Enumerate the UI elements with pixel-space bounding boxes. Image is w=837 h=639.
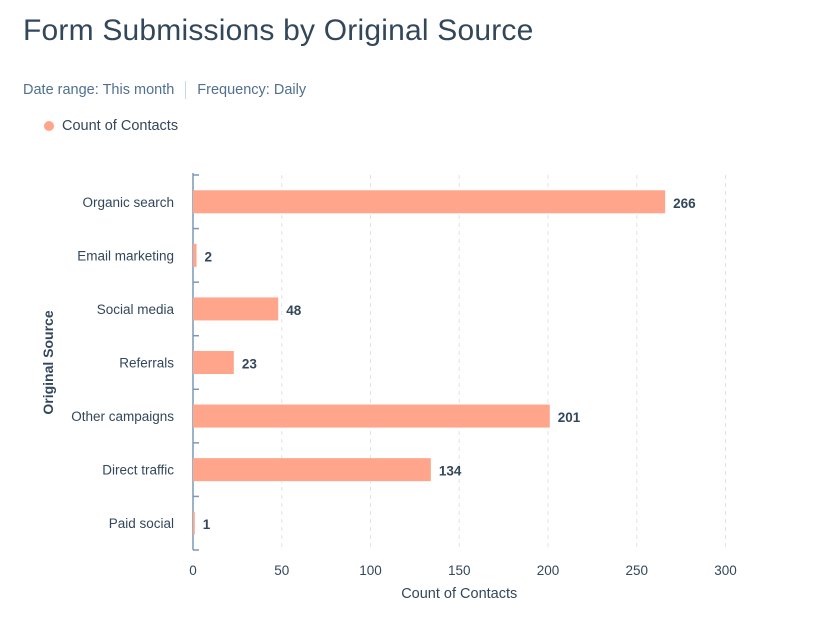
report-filters: Date range: This month Frequency: Daily [23, 81, 306, 99]
date-range-label: Date range: [23, 82, 99, 98]
frequency-value: Daily [273, 82, 307, 98]
bar[interactable] [193, 351, 234, 374]
data-label: 23 [242, 357, 258, 372]
y-tick-label: Other campaigns [71, 409, 174, 424]
x-tick-label: 300 [714, 563, 737, 578]
y-axis-title: Original Source [40, 310, 56, 414]
bar[interactable] [193, 511, 195, 535]
y-tick-label: Organic search [82, 195, 174, 210]
y-tick-label: Referrals [119, 356, 174, 371]
date-range-value: This month [102, 82, 175, 98]
bar[interactable] [193, 297, 279, 321]
y-tick-label: Paid social [109, 516, 174, 531]
x-tick-label: 50 [274, 563, 289, 578]
y-tick-label: Email marketing [77, 248, 174, 263]
data-label: 134 [439, 464, 462, 479]
x-axis-title: Count of Contacts [401, 586, 517, 602]
filter-divider [185, 81, 187, 99]
x-tick-label: 100 [359, 563, 382, 578]
bar[interactable] [193, 458, 431, 482]
data-label: 48 [286, 303, 302, 318]
date-range-filter[interactable]: Date range: This month [23, 82, 174, 98]
data-label: 2 [205, 249, 213, 264]
legend-dot-icon [44, 121, 54, 131]
data-label: 266 [673, 196, 696, 211]
frequency-filter[interactable]: Frequency: Daily [197, 82, 306, 98]
x-tick-label: 0 [189, 563, 197, 578]
bar[interactable] [193, 243, 197, 267]
frequency-label: Frequency: [197, 82, 270, 98]
legend-label[interactable]: Count of Contacts [62, 118, 179, 134]
page-title: Form Submissions by Original Source [23, 14, 534, 47]
data-label: 1 [203, 517, 211, 532]
x-tick-label: 200 [537, 563, 560, 578]
x-tick-label: 150 [448, 563, 471, 578]
x-tick-label: 250 [625, 563, 648, 578]
bar[interactable] [193, 190, 666, 214]
data-label: 201 [558, 410, 581, 425]
y-tick-label: Direct traffic [102, 463, 174, 478]
bar[interactable] [193, 404, 550, 428]
y-tick-label: Social media [97, 302, 175, 317]
chart-legend: Count of Contacts [44, 118, 178, 134]
